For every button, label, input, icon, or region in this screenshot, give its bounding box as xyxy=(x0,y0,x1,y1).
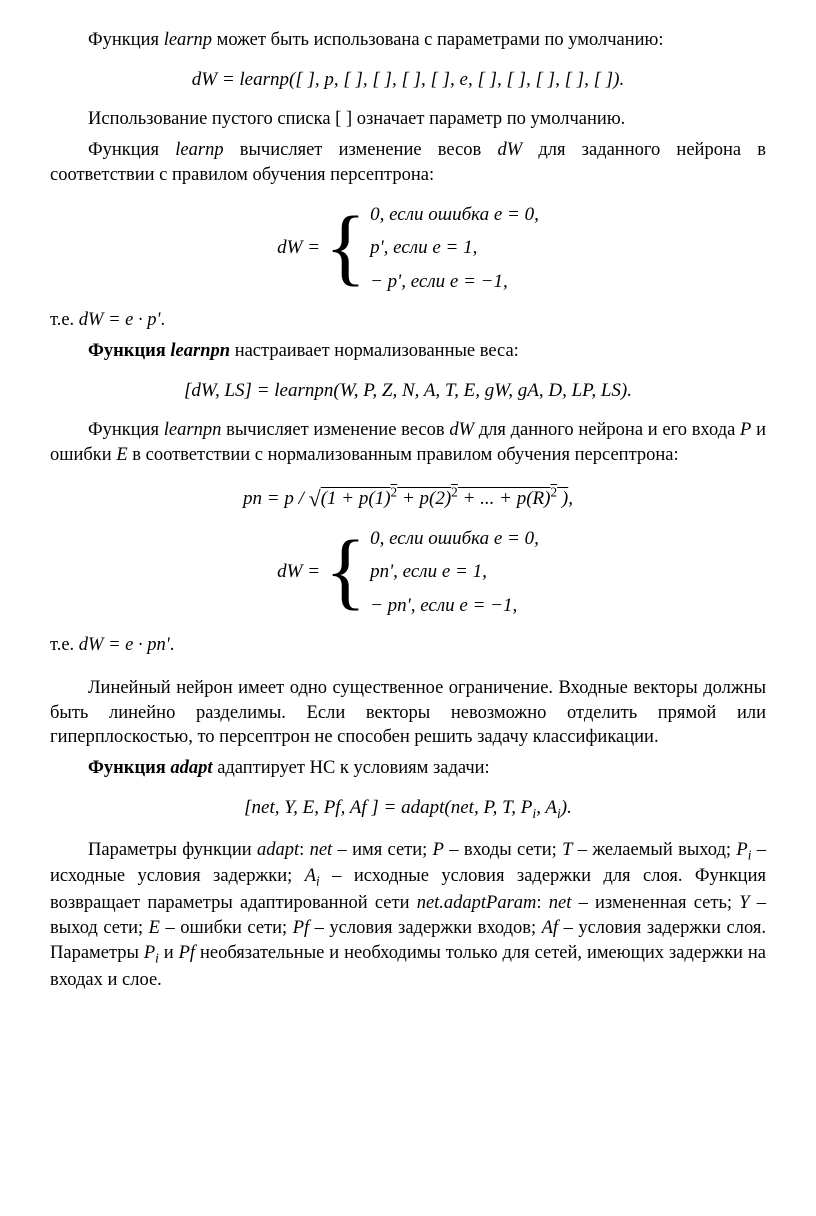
text: вычисляет изменение весов xyxy=(224,140,498,160)
para-linear-limit: Линейный нейрон имеет одно существенное … xyxy=(50,676,766,751)
para-dw-epn: т.е. dW = e · pn'. xyxy=(50,633,766,658)
text: – измененная сеть; xyxy=(571,893,739,913)
text: – входы сети; xyxy=(444,840,562,860)
case-row: 0, если ошибка e = 0, xyxy=(370,526,539,552)
text-italic: dW = e · pn' xyxy=(79,635,170,655)
equation-dw-cases-1: dW = { 0, если ошибка e = 0, p', если e … xyxy=(50,202,766,295)
eq-text: pn = p / √(1 + p(1)2 + p(2)2 + ... + p(R… xyxy=(243,488,573,509)
eq-text: [net, Y, E, Pf, Af ] = adapt(net, P, T, … xyxy=(244,797,572,818)
brace-rows: 0, если ошибка e = 0, p', если e = 1, − … xyxy=(370,202,539,295)
t: , xyxy=(568,488,573,509)
text: Функция xyxy=(88,758,170,778)
t: ) xyxy=(557,488,568,509)
text-italic: dW = e · p' xyxy=(79,310,161,330)
text: Использование пустого списка [ ] означае… xyxy=(88,109,625,129)
text-italic: adapt xyxy=(170,758,212,778)
t: (1 + p(1) xyxy=(321,488,391,509)
text: – имя сети; xyxy=(332,840,432,860)
text: Функция xyxy=(88,420,164,440)
t: + p(2) xyxy=(397,488,451,509)
eq-lhs: dW = xyxy=(277,236,320,257)
text: Функция xyxy=(88,140,175,160)
equation-learnpn-call: [dW, LS] = learnpn(W, P, Z, N, A, T, E, … xyxy=(50,378,766,404)
text-italic: Af xyxy=(542,918,558,938)
para-dw-ep: т.е. dW = e · p'. xyxy=(50,308,766,333)
brace-left: { xyxy=(325,211,366,282)
case-row: pn', если e = 1, xyxy=(370,559,539,585)
t: pn = p / xyxy=(243,488,309,509)
eq-text: dW = learnp([ ], p, [ ], [ ], [ ], [ ], … xyxy=(192,69,624,90)
eq-text: [dW, LS] = learnpn(W, P, Z, N, A, T, E, … xyxy=(184,380,632,401)
text-italic: Y xyxy=(739,893,749,913)
brace-rows: 0, если ошибка e = 0, pn', если e = 1, −… xyxy=(370,526,539,619)
text-italic: net xyxy=(549,893,572,913)
case-row: − p', если e = −1, xyxy=(370,269,539,295)
case-row: 0, если ошибка e = 0, xyxy=(370,202,539,228)
equation-pn: pn = p / √(1 + p(1)2 + p(2)2 + ... + p(R… xyxy=(50,482,766,512)
case-row: p', если e = 1, xyxy=(370,235,539,261)
text: Функция learnp может быть использована с… xyxy=(88,30,664,50)
text-italic: net xyxy=(310,840,333,860)
para-adapt-params: Параметры функции adapt: net – имя сети;… xyxy=(50,838,766,993)
text-italic: E xyxy=(116,445,127,465)
text-italic: dW xyxy=(449,420,474,440)
text: : xyxy=(299,840,309,860)
text: – желаемый выход; xyxy=(572,840,736,860)
case-row: − pn', если e = −1, xyxy=(370,593,539,619)
para-learnp-intro: Функция learnp может быть использована с… xyxy=(50,28,766,53)
text-italic: Pi xyxy=(144,943,159,963)
equation-learnp-call: dW = learnp([ ], p, [ ], [ ], [ ], [ ], … xyxy=(50,67,766,93)
text: – условия задержки входов; xyxy=(309,918,541,938)
para-learnp-desc: Функция learnp вычисляет изменение весов… xyxy=(50,138,766,188)
text: . xyxy=(160,310,165,330)
text-italic: Pf xyxy=(179,943,195,963)
text: – ошибки сети; xyxy=(160,918,293,938)
text: для данного нейрона и его входа xyxy=(474,420,740,440)
text-italic: learnpn xyxy=(170,341,230,361)
text: в соответствии с нормализованным правило… xyxy=(128,445,679,465)
text: : xyxy=(536,893,548,913)
text: т.е. xyxy=(50,635,79,655)
text-italic: T xyxy=(562,840,572,860)
text-italic: Ai xyxy=(305,866,320,886)
eq-lhs: dW = xyxy=(277,560,320,581)
text-italic: Pf xyxy=(293,918,309,938)
text-italic: learnpn xyxy=(164,420,222,440)
text-italic: P xyxy=(740,420,751,440)
text-italic: net.adaptParam xyxy=(417,893,537,913)
text: адаптирует НС к условиям задачи: xyxy=(213,758,490,778)
text: Линейный нейрон имеет одно существенное … xyxy=(50,678,766,748)
para-learnpn-heading: Функция learnpn настраивает нормализован… xyxy=(50,339,766,364)
para-adapt-heading: Функция adapt адаптирует НС к условиям з… xyxy=(50,756,766,781)
text: и xyxy=(159,943,179,963)
sqrt-body: (1 + p(1)2 + p(2)2 + ... + p(R)2 ) xyxy=(321,488,569,509)
text: т.е. xyxy=(50,310,79,330)
text: настраивает нормализованные веса: xyxy=(230,341,519,361)
text: Параметры функции xyxy=(88,840,257,860)
text-italic: E xyxy=(149,918,160,938)
para-empty-list: Использование пустого списка [ ] означае… xyxy=(50,107,766,132)
t: + ... + p(R) xyxy=(458,488,551,509)
para-learnpn-desc: Функция learnpn вычисляет изменение весо… xyxy=(50,418,766,468)
text: вычисляет изменение весов xyxy=(221,420,449,440)
text-italic: adapt xyxy=(257,840,299,860)
text-italic: learnp xyxy=(175,140,223,160)
text-italic: dW xyxy=(497,140,522,160)
text-italic: P xyxy=(433,840,444,860)
text: Функция xyxy=(88,341,170,361)
sqrt-sign: √ xyxy=(309,486,321,511)
equation-dw-cases-2: dW = { 0, если ошибка e = 0, pn', если e… xyxy=(50,526,766,619)
brace-left: { xyxy=(325,535,366,606)
text: . xyxy=(170,635,175,655)
text-italic: Pi xyxy=(736,840,751,860)
equation-adapt-call: [net, Y, E, Pf, Af ] = adapt(net, P, T, … xyxy=(50,795,766,823)
